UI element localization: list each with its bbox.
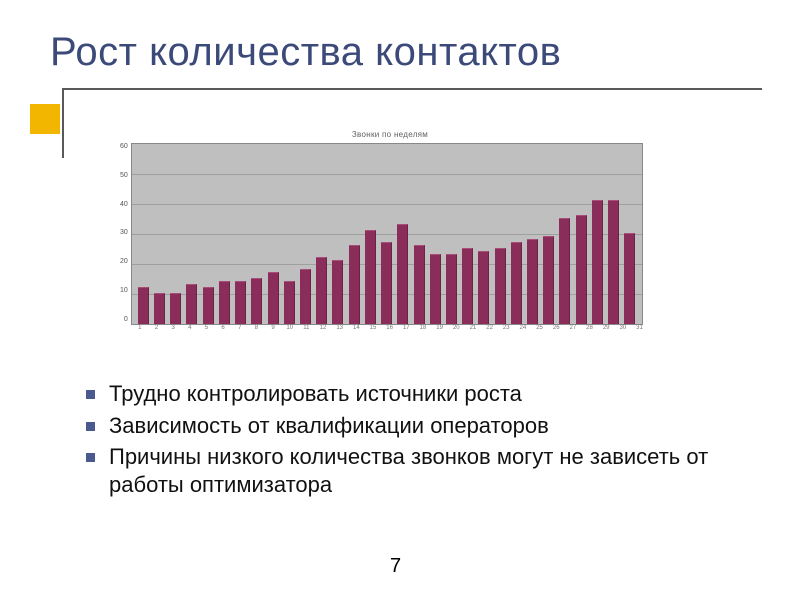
x-tick-label: 29 <box>601 325 611 331</box>
y-tick-label: 20 <box>120 258 128 265</box>
x-tick-label: 28 <box>585 325 595 331</box>
bullet-item: Причины низкого количества звонков могут… <box>86 443 740 498</box>
x-tick-label: 25 <box>535 325 545 331</box>
bar <box>527 239 538 324</box>
x-axis-labels: 1234567891011121314151617181920212223242… <box>131 325 641 331</box>
y-tick-label: 10 <box>120 287 128 294</box>
x-tick-label: 26 <box>551 325 561 331</box>
x-tick-label: 2 <box>151 325 161 331</box>
x-tick-label: 11 <box>301 325 311 331</box>
x-tick-label: 16 <box>385 325 395 331</box>
x-tick-label: 6 <box>218 325 228 331</box>
bar <box>268 272 279 324</box>
bar <box>349 245 360 324</box>
x-tick-label: 7 <box>235 325 245 331</box>
x-tick-label: 18 <box>418 325 428 331</box>
bar <box>511 242 522 324</box>
x-tick-label: 3 <box>168 325 178 331</box>
x-tick-label: 17 <box>401 325 411 331</box>
title-rule-horizontal <box>62 88 762 90</box>
x-tick-label: 13 <box>335 325 345 331</box>
bar <box>284 281 295 324</box>
x-tick-label: 31 <box>634 325 644 331</box>
bar <box>495 248 506 324</box>
title-rule-vertical <box>62 88 64 158</box>
bullet-marker-icon <box>86 453 95 462</box>
x-tick-label: 21 <box>468 325 478 331</box>
bar <box>397 224 408 324</box>
bar <box>414 245 425 324</box>
bar <box>186 284 197 324</box>
bullet-marker-icon <box>86 422 95 431</box>
x-tick-label: 23 <box>501 325 511 331</box>
bar <box>251 278 262 324</box>
bar <box>576 215 587 324</box>
bar <box>624 233 635 324</box>
x-tick-label: 9 <box>268 325 278 331</box>
bar <box>138 287 149 324</box>
bar <box>592 200 603 324</box>
bullet-text: Зависимость от квалификации операторов <box>109 412 549 440</box>
bar <box>462 248 473 324</box>
bar <box>608 200 619 324</box>
x-tick-label: 30 <box>618 325 628 331</box>
x-tick-label: 15 <box>368 325 378 331</box>
bar <box>316 257 327 324</box>
y-axis-labels: 60 50 40 30 20 10 0 <box>120 143 131 323</box>
bar <box>478 251 489 324</box>
bar <box>430 254 441 324</box>
bullet-item: Зависимость от квалификации операторов <box>86 412 740 440</box>
bar <box>170 293 181 324</box>
x-tick-label: 24 <box>518 325 528 331</box>
x-tick-label: 14 <box>351 325 361 331</box>
bar <box>446 254 457 324</box>
accent-square <box>30 104 60 134</box>
x-tick-label: 1 <box>135 325 145 331</box>
bar <box>203 287 214 324</box>
x-tick-label: 4 <box>185 325 195 331</box>
bar <box>300 269 311 324</box>
bar <box>381 242 392 324</box>
plot-area <box>131 143 643 325</box>
x-tick-label: 10 <box>285 325 295 331</box>
bar-chart: Звонки по неделям 6050403020100 12345678… <box>120 130 660 331</box>
bullet-text: Трудно контролировать источники роста <box>109 380 522 408</box>
bullet-list: Трудно контролировать источники роста Зав… <box>86 380 740 502</box>
x-tick-label: 12 <box>318 325 328 331</box>
y-tick-label: 50 <box>120 172 128 179</box>
bar <box>332 260 343 324</box>
bullet-item: Трудно контролировать источники роста <box>86 380 740 408</box>
x-tick-label: 19 <box>435 325 445 331</box>
x-tick-label: 22 <box>485 325 495 331</box>
x-tick-label: 8 <box>251 325 261 331</box>
y-tick-label: 60 <box>120 143 128 150</box>
chart-caption: Звонки по неделям <box>120 130 660 139</box>
y-tick-label: 30 <box>120 229 128 236</box>
x-tick-label: 5 <box>201 325 211 331</box>
y-tick-label: 0 <box>120 316 128 323</box>
y-tick-label: 40 <box>120 201 128 208</box>
bar <box>543 236 554 324</box>
bar <box>365 230 376 324</box>
x-tick-label: 27 <box>568 325 578 331</box>
page-title: Рост количества контактов <box>50 30 750 75</box>
x-tick-label: 20 <box>451 325 461 331</box>
bar <box>154 293 165 324</box>
bar <box>219 281 230 324</box>
bar <box>559 218 570 324</box>
bullet-text: Причины низкого количества звонков могут… <box>109 443 740 498</box>
bullet-marker-icon <box>86 390 95 399</box>
page-number: 7 <box>390 555 401 578</box>
bar <box>235 281 246 324</box>
